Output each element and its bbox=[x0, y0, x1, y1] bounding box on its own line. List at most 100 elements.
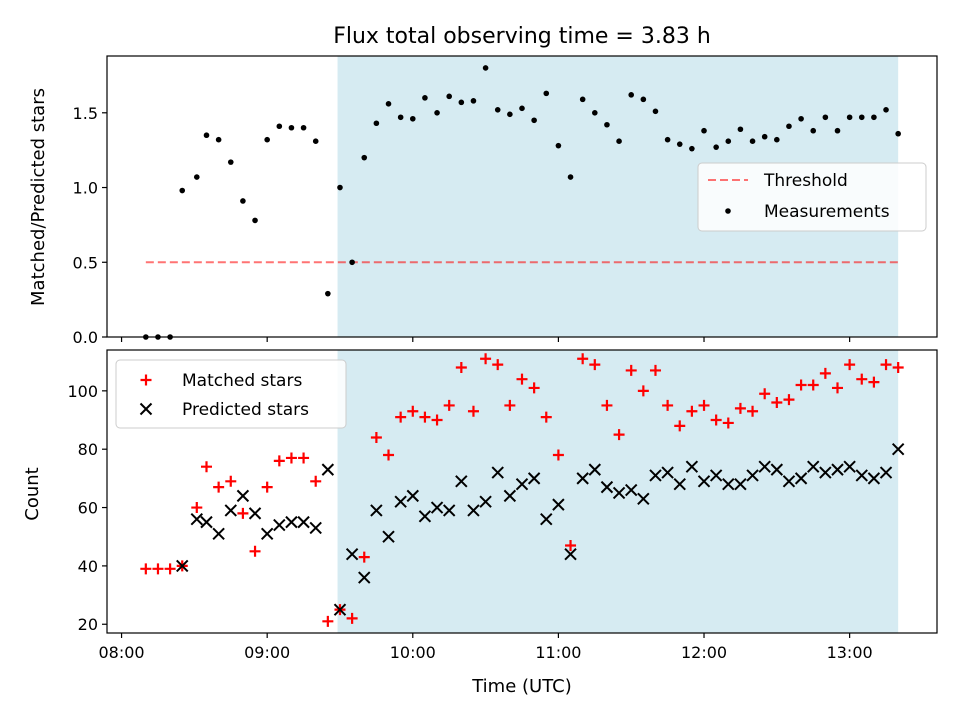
predicted-star-point bbox=[248, 507, 262, 520]
measurement-point bbox=[543, 90, 550, 97]
predicted-star-point bbox=[685, 460, 699, 473]
matched-star-point bbox=[213, 481, 225, 493]
predicted-star-point bbox=[758, 460, 771, 473]
x-tick-label: 11:00 bbox=[535, 643, 581, 662]
measurement-point bbox=[616, 138, 622, 144]
predicted-star-point bbox=[527, 472, 541, 485]
x-tick-label: 08:00 bbox=[99, 643, 145, 662]
y-tick-label: 100 bbox=[67, 382, 98, 401]
matched-star-point bbox=[191, 502, 203, 514]
measurement-point bbox=[640, 96, 647, 103]
measurement-point bbox=[325, 290, 331, 297]
measurement-point bbox=[288, 124, 295, 131]
y-tick-label: 0.0 bbox=[73, 328, 98, 347]
matched-star-point bbox=[298, 452, 310, 464]
measurement-point bbox=[689, 145, 695, 152]
predicted-star-point bbox=[697, 475, 711, 488]
predicted-star-point bbox=[661, 466, 674, 479]
count-legend: Matched stars Predicted stars bbox=[115, 359, 347, 429]
measurement-point bbox=[203, 132, 210, 139]
measurement-point bbox=[240, 198, 246, 204]
matched-star-point bbox=[565, 539, 577, 551]
matched-star-point bbox=[880, 359, 892, 371]
measurement-point bbox=[446, 93, 452, 100]
measurement-point bbox=[822, 114, 829, 121]
matched-star-point bbox=[674, 420, 686, 432]
matched-star-point bbox=[844, 359, 856, 371]
predicted-star-point bbox=[345, 548, 359, 561]
predicted-star-point bbox=[770, 463, 784, 476]
matched-star-point bbox=[686, 405, 698, 417]
measurement-point bbox=[701, 127, 707, 134]
matched-star-point bbox=[140, 563, 152, 575]
ratio-axes: 0.0 0.5 1.0 1.5 bbox=[73, 55, 938, 347]
predicted-star-point bbox=[358, 571, 371, 584]
predicted-star-point bbox=[224, 504, 237, 517]
matched-star-point bbox=[225, 475, 237, 487]
matched-star-point bbox=[249, 545, 261, 557]
legend-matched-swatch bbox=[140, 374, 152, 386]
measurement-point bbox=[846, 114, 853, 121]
predicted-star-point bbox=[285, 515, 298, 529]
axes-frame bbox=[106, 55, 938, 338]
measurement-point bbox=[786, 123, 792, 130]
predicted-star-point bbox=[637, 492, 650, 506]
y-tick-label: 80 bbox=[78, 440, 98, 459]
predicted-star-point bbox=[382, 530, 395, 543]
predicted-star-point bbox=[855, 469, 868, 482]
measurement-point bbox=[385, 101, 392, 107]
predicted-star-point bbox=[406, 489, 419, 503]
matched-star-point bbox=[358, 551, 370, 563]
predicted-star-point bbox=[831, 463, 844, 476]
predicted-star-point bbox=[260, 527, 274, 541]
matched-star-point bbox=[807, 379, 819, 391]
x-tick-label: 09:00 bbox=[244, 643, 290, 662]
predicted-star-point bbox=[491, 466, 504, 479]
predicted-star-point bbox=[612, 486, 626, 500]
predicted-star-point bbox=[176, 559, 189, 573]
predicted-star-point bbox=[200, 515, 213, 529]
predicted-star-point bbox=[564, 548, 577, 561]
measurement-point bbox=[397, 114, 404, 121]
matched-star-point bbox=[152, 563, 164, 575]
measurement-point bbox=[193, 174, 200, 180]
predicted-star-point bbox=[370, 504, 383, 517]
legend-predicted-swatch bbox=[139, 402, 153, 416]
matched-star-point bbox=[431, 414, 443, 426]
predicted-star-point bbox=[394, 495, 407, 508]
x-tick-label: 10:00 bbox=[390, 643, 436, 662]
predicted-star-point bbox=[576, 472, 589, 485]
measurement-point bbox=[834, 127, 841, 134]
matched-star-point bbox=[346, 612, 358, 624]
measurement-point bbox=[858, 114, 865, 121]
measurement-point bbox=[713, 144, 719, 150]
matched-star-point bbox=[892, 362, 904, 374]
y-tick-label: 60 bbox=[78, 499, 98, 518]
matched-star-point bbox=[407, 405, 419, 417]
matched-star-point bbox=[310, 475, 322, 487]
matched-star-point bbox=[747, 405, 759, 417]
predicted-star-point bbox=[467, 504, 480, 517]
count-y-axis-label: Count bbox=[22, 467, 43, 520]
matched-star-point bbox=[528, 382, 540, 394]
measurement-point bbox=[749, 138, 756, 144]
measurement-point bbox=[422, 95, 428, 101]
legend-frame bbox=[697, 162, 927, 232]
matched-star-point bbox=[771, 397, 783, 409]
measurement-point bbox=[883, 107, 889, 113]
measurement-point bbox=[361, 154, 368, 161]
matched-star-point bbox=[237, 507, 249, 519]
predicted-star-point bbox=[879, 466, 893, 479]
ratio-y-axis-label: Matched/Predicted stars bbox=[28, 88, 49, 306]
measurement-point bbox=[761, 133, 768, 140]
measurement-point bbox=[458, 99, 465, 106]
predicted-star-point bbox=[794, 472, 808, 485]
legend-frame bbox=[115, 359, 347, 429]
predicted-star-point bbox=[212, 527, 225, 541]
measurement-point bbox=[628, 92, 635, 98]
predicted-star-point bbox=[309, 521, 322, 535]
measurement-point bbox=[482, 65, 489, 71]
predicted-star-point bbox=[819, 466, 832, 479]
predicted-star-point bbox=[503, 489, 517, 503]
